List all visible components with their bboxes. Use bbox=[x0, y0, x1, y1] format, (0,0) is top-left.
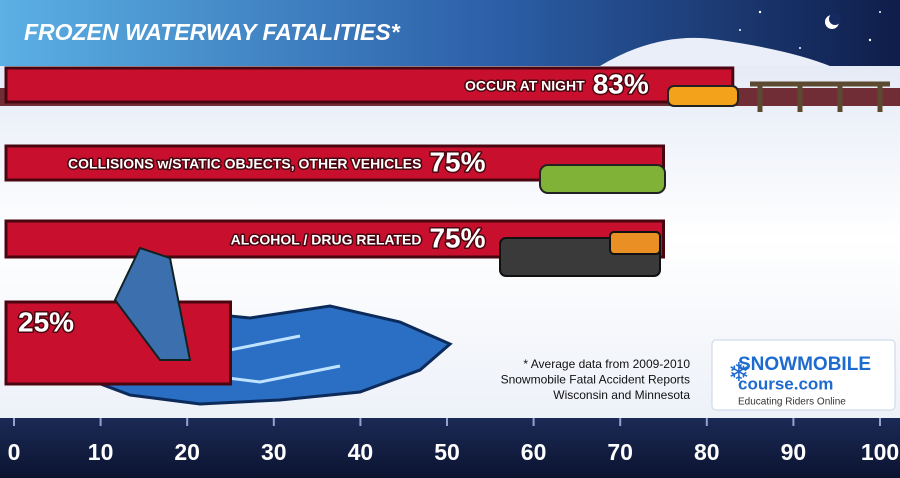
x-tick-label: 10 bbox=[88, 439, 114, 465]
logo-flake: ❄ bbox=[728, 357, 750, 387]
value-label: 75% bbox=[429, 146, 485, 177]
bar bbox=[4, 66, 735, 104]
bar bbox=[4, 300, 232, 386]
logo-domain: course.com bbox=[738, 374, 833, 393]
snowmobile bbox=[113, 85, 739, 361]
value-label: 25% bbox=[18, 306, 74, 337]
category-label: OCCUR AT NIGHT bbox=[465, 78, 585, 94]
category-label-box bbox=[18, 340, 128, 380]
x-tick-label: 50 bbox=[434, 439, 460, 465]
snow-hill bbox=[600, 37, 830, 66]
x-tick-label: 90 bbox=[781, 439, 807, 465]
x-tick-label: 30 bbox=[261, 439, 287, 465]
x-tick-label: 40 bbox=[348, 439, 374, 465]
x-tick-label: 80 bbox=[694, 439, 720, 465]
logo-box bbox=[711, 339, 896, 411]
x-tick-label: 60 bbox=[521, 439, 547, 465]
value-label: 75% bbox=[429, 222, 485, 253]
value-label: 83% bbox=[593, 68, 649, 99]
category-label: ALCOHOL / DRUG RELATED bbox=[231, 232, 422, 248]
footnote: Wisconsin and Minnesota bbox=[553, 388, 690, 402]
footnote: * Average data from 2009-2010 bbox=[523, 357, 690, 371]
chart-title: FROZEN WATERWAY FATALITIES* bbox=[24, 19, 401, 45]
category-label: COLLISIONS w/STATIC OBJECTS, OTHER VEHIC… bbox=[68, 156, 421, 172]
dock bbox=[750, 81, 890, 112]
logo-tagline: Educating Riders Online bbox=[738, 397, 846, 408]
x-tick-label: 0 bbox=[8, 439, 21, 465]
footnote: Snowmobile Fatal Accident Reports bbox=[501, 373, 690, 387]
moon-shadow bbox=[829, 13, 841, 25]
logo-name: SNOWMOBILE bbox=[738, 354, 871, 375]
axis-band bbox=[0, 418, 900, 478]
x-tick-label: 20 bbox=[174, 439, 200, 465]
x-tick-label: 70 bbox=[607, 439, 633, 465]
x-tick-label: 100 bbox=[861, 439, 899, 465]
stars bbox=[739, 10, 881, 49]
